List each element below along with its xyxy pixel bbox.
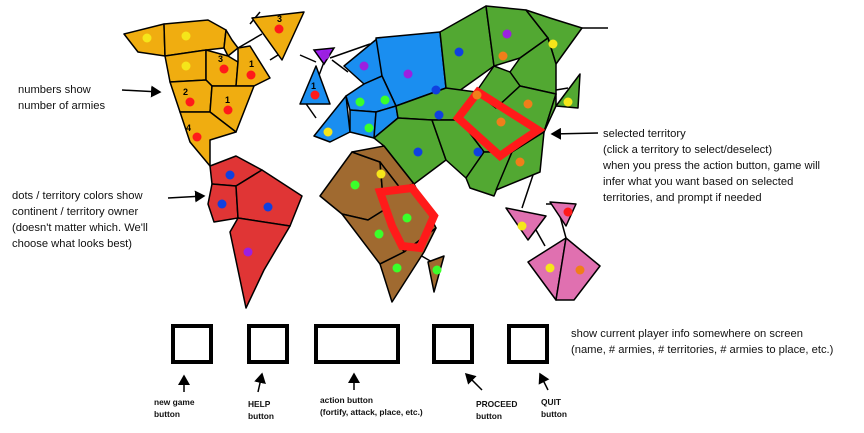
quit-button[interactable] (507, 324, 549, 364)
army-count-labels: 3 3 1 2 1 4 1 (183, 14, 316, 133)
proceed-button[interactable] (432, 324, 474, 364)
continent-oceania (505, 201, 601, 301)
territory-iceland (299, 65, 331, 105)
new-game-button[interactable] (171, 324, 213, 364)
new-game-button-label: new game button (154, 397, 195, 419)
annotation-numbers: numbers show number of armies (18, 84, 106, 112)
territory-dots (142, 24, 585, 275)
army-count: 1 (225, 95, 230, 105)
annotation-dots: dots / territory colors show continent /… (12, 190, 148, 250)
territory-greenland (251, 11, 305, 61)
action-button[interactable] (314, 324, 400, 364)
annotation-selected-territory: selected territory (click a territory to… (603, 128, 821, 204)
territory-central-america (179, 111, 237, 167)
army-count: 2 (183, 87, 188, 97)
help-button-label: HELP button (248, 399, 275, 421)
army-count: 1 (311, 81, 316, 91)
action-button-label: action button (fortify, attack, place, e… (320, 395, 423, 417)
continent-north-america (123, 11, 305, 167)
help-button[interactable] (247, 324, 289, 364)
territory-argentina (229, 217, 291, 309)
territory-brazil (235, 169, 303, 227)
territory-western-europe (349, 109, 377, 139)
proceed-button-label: PROCEED button (476, 399, 518, 421)
connection-lines (237, 11, 608, 263)
continent-south-america (207, 155, 303, 309)
army-count: 3 (218, 54, 223, 64)
annotation-arrows (121, 85, 599, 393)
army-count: 1 (249, 59, 254, 69)
territory-indonesia-bridge (543, 93, 557, 133)
territory-new-guinea (549, 201, 577, 227)
annotation-player-info: show current player info somewhere on sc… (571, 328, 834, 356)
territory-greenland-ne (223, 29, 239, 57)
territory-northwest (163, 19, 227, 57)
territory-scandinavia (343, 37, 383, 85)
selected-territory-africa (374, 183, 439, 253)
army-count: 3 (277, 14, 282, 24)
army-count: 4 (186, 123, 191, 133)
territory-yakutsk (525, 9, 583, 65)
quit-button-label: QUIT button (541, 397, 568, 419)
territory-ural (439, 5, 495, 97)
territory-western-us (169, 79, 213, 113)
territory-japan (555, 73, 581, 109)
